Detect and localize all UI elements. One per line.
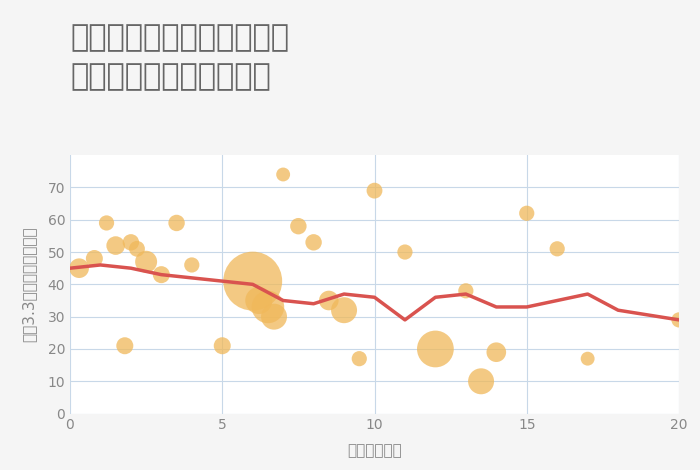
Point [339,306,350,314]
Point [268,313,279,321]
Point [582,355,594,362]
Point [253,297,265,304]
Point [101,219,112,227]
Point [399,248,410,256]
Point [125,239,136,246]
Point [521,210,532,217]
Point [110,242,121,249]
Point [156,271,167,278]
Point [277,171,289,178]
Point [461,287,472,295]
Point [369,187,380,195]
Point [89,255,100,262]
Point [673,316,685,324]
Point [74,265,85,272]
Point [491,348,502,356]
Point [171,219,182,227]
Point [132,245,143,252]
Point [217,342,228,350]
Point [430,345,441,352]
Point [475,377,486,385]
Point [293,222,304,230]
Point [186,261,197,269]
Y-axis label: 坪（3.3㎡）単価（万円）: 坪（3.3㎡）単価（万円） [22,227,36,342]
X-axis label: 駅距離（分）: 駅距離（分） [347,444,402,459]
Point [141,258,152,266]
Point [354,355,365,362]
Point [262,303,274,311]
Point [247,277,258,285]
Point [308,239,319,246]
Point [119,342,130,350]
Point [552,245,563,252]
Point [323,297,335,304]
Text: 奈良県磯城郡三宅町石見の
駅距離別中古戸建て価格: 奈良県磯城郡三宅町石見の 駅距離別中古戸建て価格 [70,24,289,91]
